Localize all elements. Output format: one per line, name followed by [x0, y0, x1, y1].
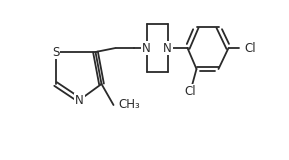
Text: S: S — [52, 45, 59, 59]
Text: N: N — [75, 93, 84, 107]
Text: Cl: Cl — [244, 41, 256, 55]
Text: N: N — [142, 41, 151, 55]
Text: CH₃: CH₃ — [118, 99, 140, 112]
Text: N: N — [163, 41, 172, 55]
Text: Cl: Cl — [185, 84, 196, 97]
